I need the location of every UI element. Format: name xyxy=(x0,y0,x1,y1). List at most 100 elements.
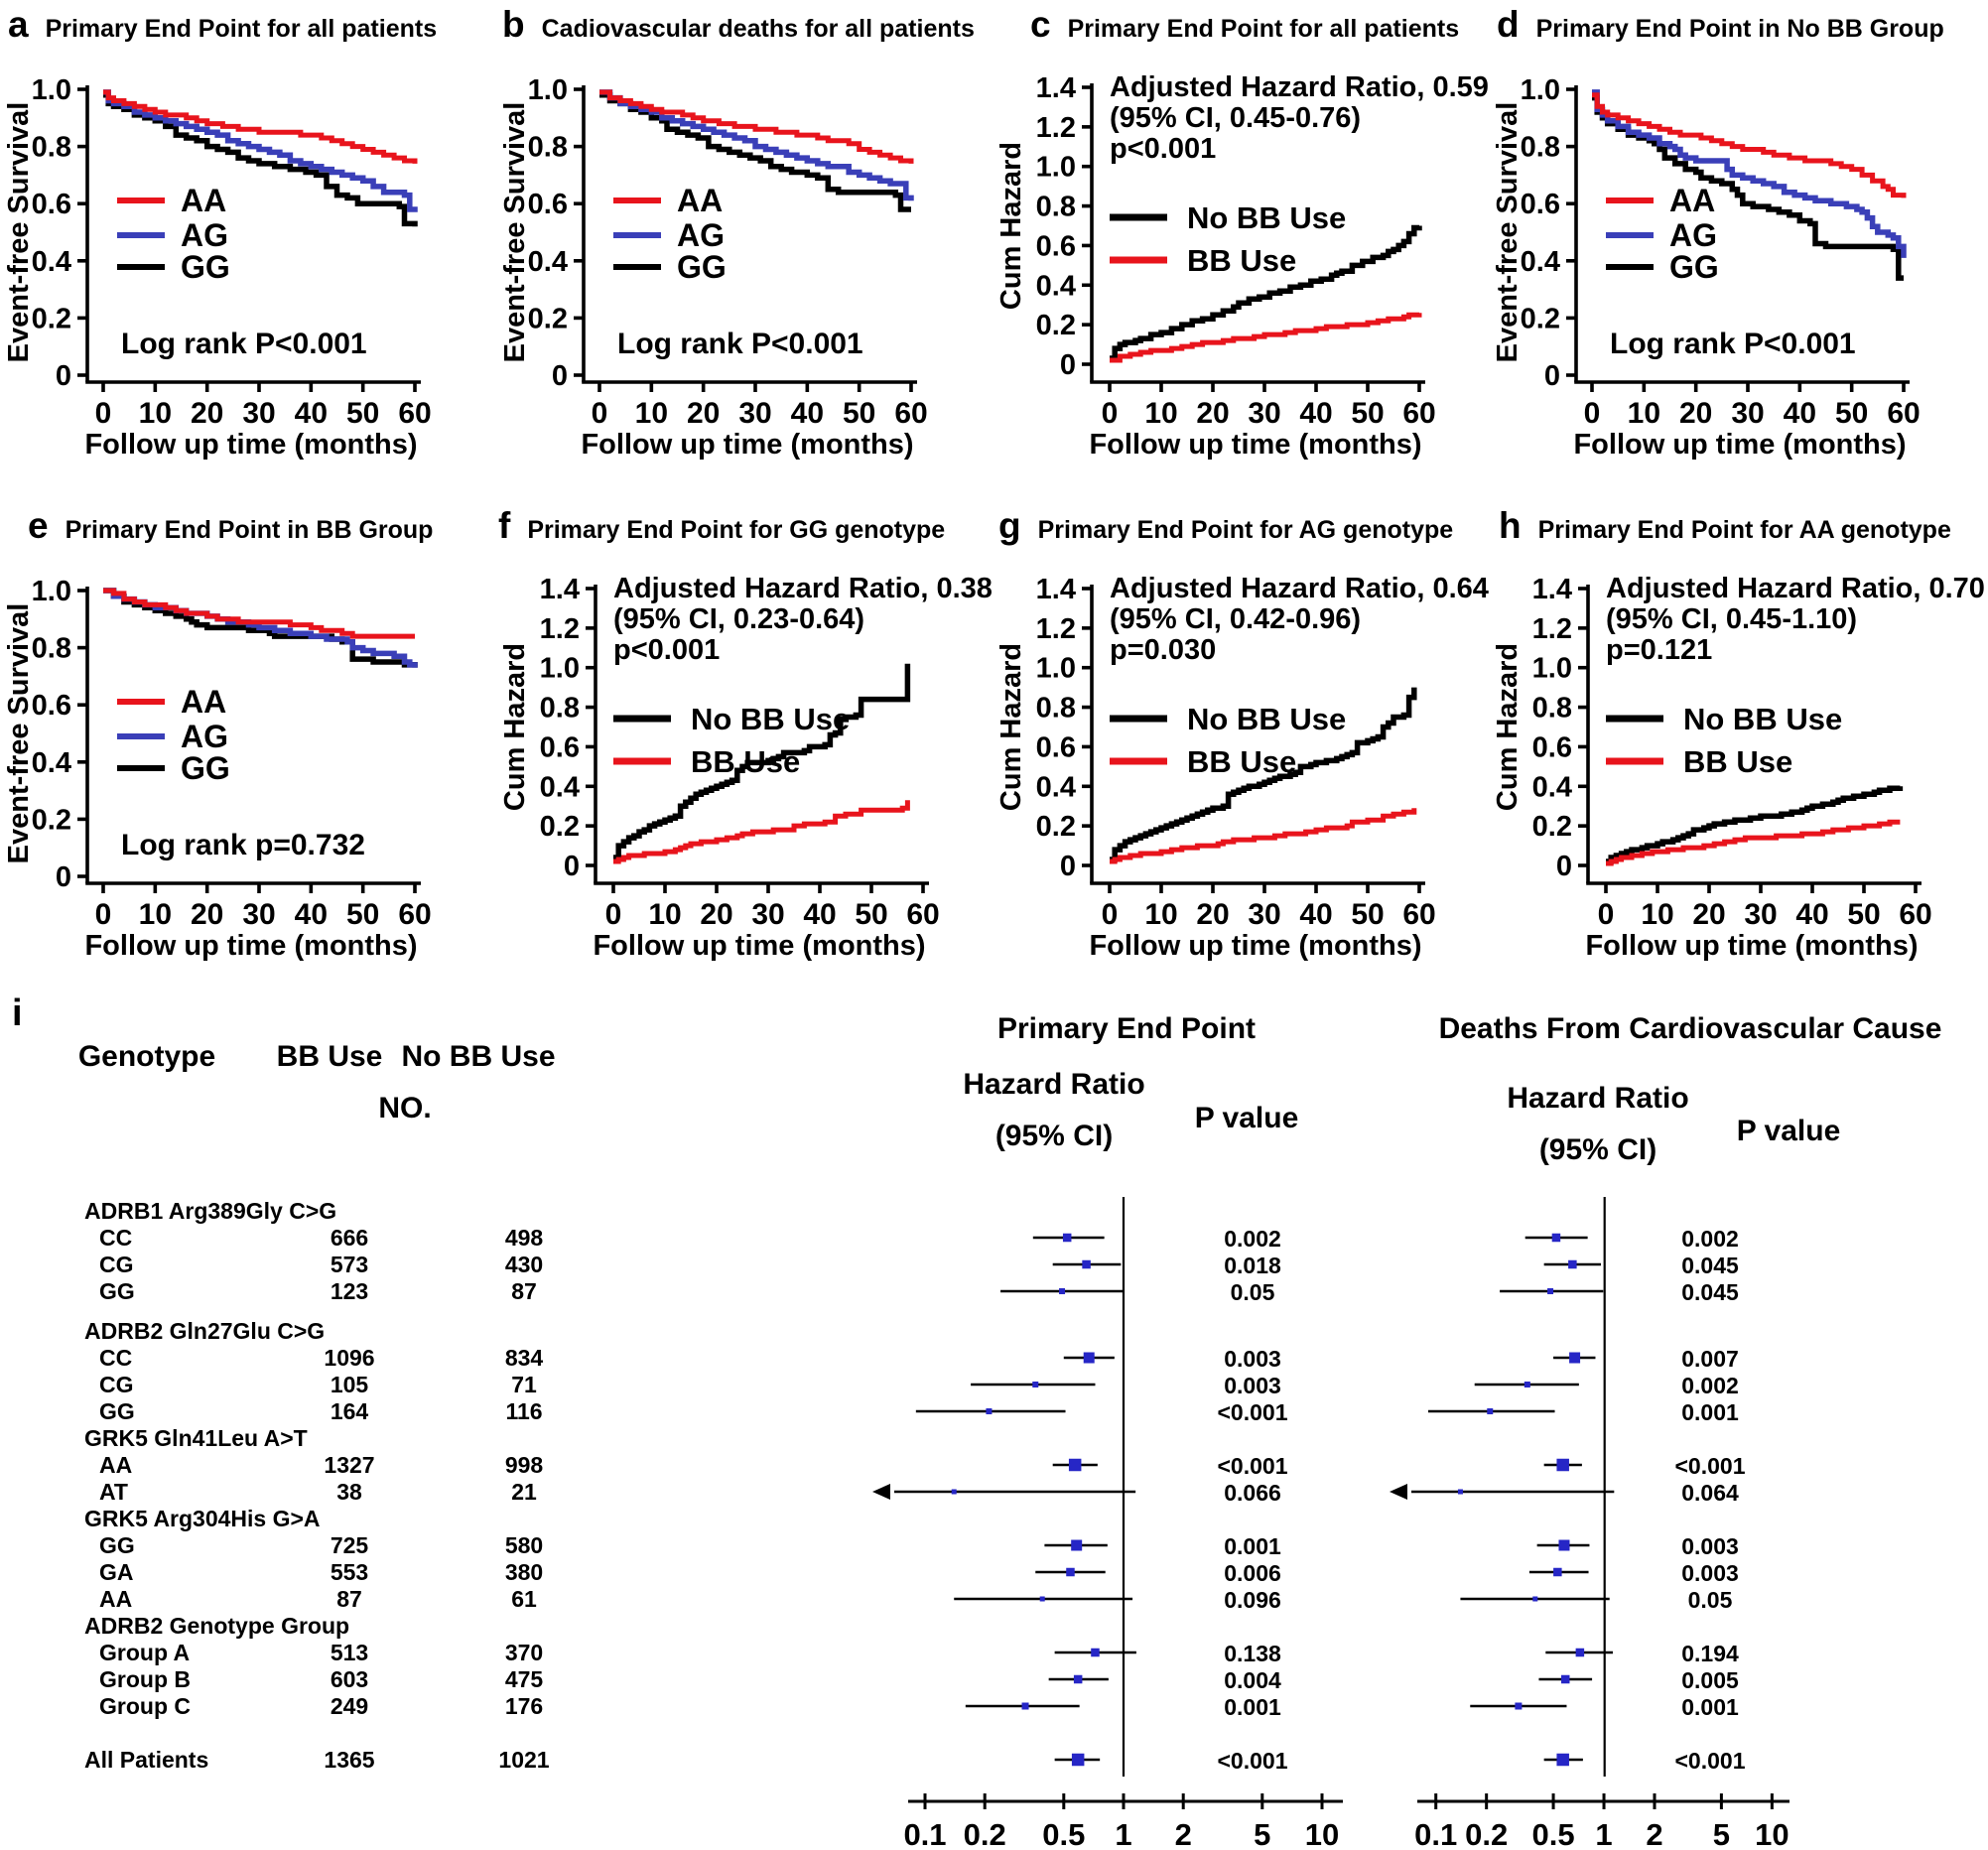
p-value: 0.002 xyxy=(1681,1226,1739,1252)
legend: Adjusted Hazard Ratio, 0.38(95% CI, 0.23… xyxy=(613,573,993,779)
hazard-ratio-marker xyxy=(1073,1674,1083,1684)
hazard-ratio-marker xyxy=(1083,1352,1095,1364)
p-value: 0.006 xyxy=(1224,1560,1281,1586)
km-chart-e: 0 0.2 0.4 0.6 0.8 1.0 0 10 20 30 40 50 60 Event-free … xyxy=(3,576,432,962)
svg-text:30: 30 xyxy=(242,397,275,430)
p-value: <0.001 xyxy=(1675,1453,1746,1479)
panel-title: Primary End Point for all patients xyxy=(45,15,438,43)
log-rank-annotation: Log rank P<0.001 xyxy=(617,328,863,360)
svg-text:1.0: 1.0 xyxy=(1521,74,1560,106)
forest-axis-tick-label: 1 xyxy=(1115,1817,1131,1850)
svg-text:30: 30 xyxy=(738,397,771,430)
axes xyxy=(1566,85,1910,392)
ci-arrow-left xyxy=(872,1484,890,1500)
hazard-ratio-marker xyxy=(1556,1753,1569,1767)
survival-curve-BB Use xyxy=(1606,819,1901,866)
survival-curve-GG xyxy=(1592,94,1904,281)
svg-text:0: 0 xyxy=(592,397,608,430)
svg-text:40: 40 xyxy=(1299,397,1332,430)
svg-text:0.4: 0.4 xyxy=(32,246,71,278)
genotype-label: GA xyxy=(99,1559,134,1585)
svg-text:1.2: 1.2 xyxy=(1036,613,1076,645)
survival-curve-BB Use xyxy=(1110,312,1422,363)
svg-text:10: 10 xyxy=(139,898,172,931)
axes xyxy=(77,85,421,392)
p-value: 0.018 xyxy=(1224,1253,1281,1278)
svg-text:0: 0 xyxy=(1060,851,1076,882)
svg-text:0: 0 xyxy=(56,861,71,893)
hazard-ratio-annotation: p=0.030 xyxy=(1110,634,1216,666)
y-axis-label: Cum Hazard xyxy=(1492,643,1524,811)
svg-text:0.4: 0.4 xyxy=(1036,771,1076,803)
hazard-chart-h: 0 0.2 0.4 0.6 0.8 1.0 1.2 1.4 0 10 20 30 40 50 60 Cum H… xyxy=(1492,573,1985,962)
panel-title: Primary End Point for GG genotype xyxy=(527,516,946,544)
svg-text:0.2: 0.2 xyxy=(1036,811,1076,843)
svg-text:0.6: 0.6 xyxy=(1036,731,1076,763)
forest-row: GG 725 580 0.001 0.003 xyxy=(99,1532,1739,1559)
svg-text:40: 40 xyxy=(1784,397,1816,430)
p-value: 0.005 xyxy=(1681,1667,1739,1693)
svg-text:0.8: 0.8 xyxy=(528,132,568,164)
bb-use-count: 553 xyxy=(331,1559,368,1585)
forest-row: GA 553 380 0.006 0.003 xyxy=(99,1559,1739,1586)
survival-curve-AA xyxy=(103,89,418,164)
no-bb-use-count: 61 xyxy=(511,1586,537,1612)
no-bb-use-count: 998 xyxy=(505,1452,544,1478)
genotype-label: All Patients xyxy=(84,1747,208,1773)
survival-curve-No BB Use xyxy=(613,663,911,860)
svg-text:20: 20 xyxy=(1196,397,1229,430)
log-rank-annotation: Log rank P<0.001 xyxy=(1610,328,1856,360)
column-header-no-bb-use: No BB Use xyxy=(401,1040,556,1073)
p-value: <0.001 xyxy=(1218,1748,1288,1774)
panel-b-header: b Cadiovascular deaths for all patients xyxy=(496,6,975,44)
bb-use-count: 1327 xyxy=(324,1452,374,1478)
p-value: 0.05 xyxy=(1231,1279,1275,1305)
legend-label: BB Use xyxy=(1683,744,1792,779)
p-value: 0.001 xyxy=(1224,1694,1281,1720)
no-bb-use-count: 580 xyxy=(505,1532,543,1558)
svg-text:0.8: 0.8 xyxy=(1036,192,1076,223)
svg-text:0: 0 xyxy=(95,397,112,430)
panel-g: g Primary End Point for AG genotype 0 0.2… xyxy=(993,501,1489,997)
forest-axis-tick-label: 10 xyxy=(1755,1817,1789,1850)
svg-text:0: 0 xyxy=(605,898,622,931)
hazard-ratio-annotation: p<0.001 xyxy=(1110,133,1216,165)
curves xyxy=(599,89,914,212)
forest-row: Group A 513 370 0.138 0.194 xyxy=(99,1640,1739,1666)
p-value: 0.045 xyxy=(1681,1253,1739,1278)
svg-text:0: 0 xyxy=(56,360,71,392)
forest-row: Group B 603 475 0.004 0.005 xyxy=(99,1666,1739,1693)
svg-text:30: 30 xyxy=(1731,397,1764,430)
no-bb-use-count: 475 xyxy=(505,1666,544,1692)
x-axis-label: Follow up time (months) xyxy=(1585,930,1918,962)
p-value: 0.004 xyxy=(1224,1667,1281,1693)
svg-text:1.0: 1.0 xyxy=(540,653,580,685)
no-bb-use-count: 834 xyxy=(505,1345,544,1371)
panel-h: h Primary End Point for AA genotype 0 0.2… xyxy=(1489,501,1985,997)
p-value: 0.003 xyxy=(1681,1533,1739,1559)
svg-text:0: 0 xyxy=(1584,397,1601,430)
svg-text:0.2: 0.2 xyxy=(1036,310,1076,341)
legend-label: BB Use xyxy=(1187,243,1296,278)
svg-text:0.6: 0.6 xyxy=(1521,189,1560,220)
forest-row: AA 87 61 0.096 0.05 xyxy=(99,1586,1733,1613)
forest-axis xyxy=(1417,1793,1789,1809)
svg-text:0.6: 0.6 xyxy=(540,731,580,763)
y-axis-label: Cum Hazard xyxy=(995,643,1027,811)
curves xyxy=(1606,785,1904,866)
hazard-ratio-marker xyxy=(1547,1288,1554,1294)
panel-a: a Primary End Point for all patients 0 0.… xyxy=(0,0,496,496)
hazard-ratio-annotation: Adjusted Hazard Ratio, 0.59 xyxy=(1110,71,1489,103)
hazard-ratio-marker xyxy=(1457,1489,1463,1495)
svg-text:1.0: 1.0 xyxy=(1532,653,1572,685)
hazard-ratio-marker xyxy=(1032,1382,1039,1388)
svg-text:10: 10 xyxy=(648,898,681,931)
forest-axis-tick-label: 0.2 xyxy=(1465,1817,1508,1850)
svg-text:60: 60 xyxy=(398,397,431,430)
svg-text:1.4: 1.4 xyxy=(540,574,580,605)
x-axis-label: Follow up time (months) xyxy=(84,429,417,461)
svg-text:60: 60 xyxy=(398,898,431,931)
legend-label: AG xyxy=(1669,217,1717,253)
